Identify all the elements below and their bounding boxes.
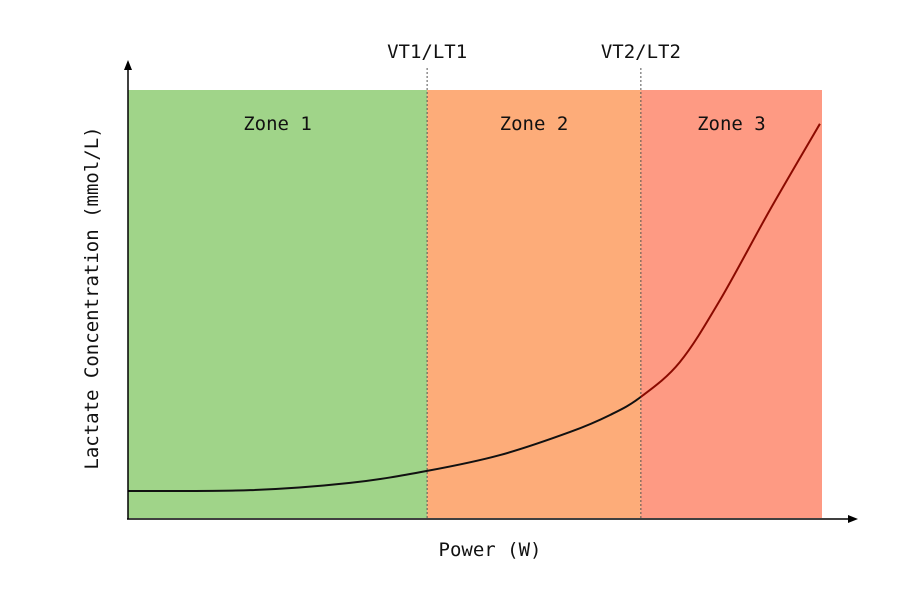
lactate-curve-line-zone3 [640, 123, 821, 399]
lactate-curve-line [127, 395, 641, 493]
zone-band-2 [427, 90, 641, 518]
x-axis-arrow-icon [848, 515, 858, 523]
zone-band-3 [640, 90, 822, 518]
zone-band-1 [128, 90, 428, 518]
zone-label-1: Zone 1 [243, 113, 312, 135]
threshold-label-2: VT2/LT2 [601, 41, 681, 63]
zone-label-3: Zone 3 [697, 113, 766, 135]
y-axis-label: Lactate Concentration (mmol/L) [81, 126, 103, 469]
x-axis-label: Power (W) [439, 539, 542, 561]
zone-label-2: Zone 2 [500, 113, 569, 135]
axes [124, 60, 858, 523]
threshold-label-1: VT1/LT1 [387, 41, 467, 63]
y-axis-arrow-icon [124, 60, 132, 70]
